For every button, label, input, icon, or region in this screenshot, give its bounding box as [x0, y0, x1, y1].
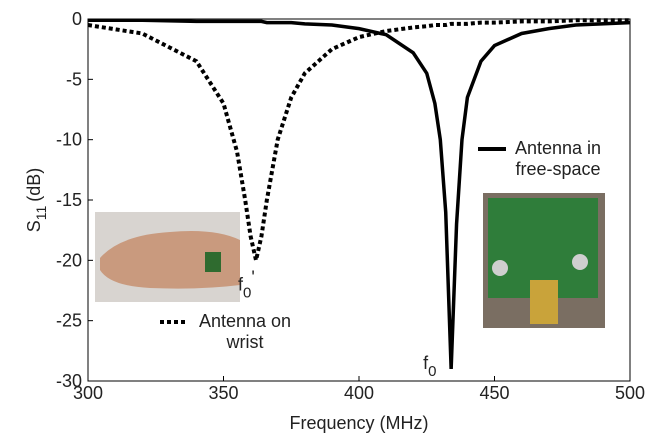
annotation: f0 [423, 353, 436, 380]
x-axis-label: Frequency (MHz) [289, 413, 428, 433]
annotation: f0' [238, 267, 255, 301]
y-tick-label: -30 [56, 371, 82, 391]
x-tick-label: 400 [344, 383, 374, 403]
legend-label: Antenna in free-space [514, 138, 602, 179]
y-tick-label: -10 [56, 130, 82, 150]
y-label-main: S [24, 220, 44, 232]
y-label-sub: 11 [33, 206, 49, 221]
y-tick-label: -25 [56, 311, 82, 331]
series-line [87, 18, 630, 261]
y-tick-label: -20 [56, 250, 82, 270]
annotation-prime: ' [251, 267, 254, 287]
legend-label: Antenna on wrist [198, 311, 292, 352]
y-label-unit: (dB) [24, 168, 44, 202]
x-tick-label: 300 [73, 383, 103, 403]
annotation-sub: 0 [428, 363, 436, 380]
annotation-text: f [423, 353, 429, 373]
series-line [88, 18, 631, 369]
y-axis-label: S11 (dB) [24, 168, 49, 233]
wrist-photo [95, 212, 240, 302]
x-tick-label: 350 [208, 383, 238, 403]
y-tick-label: 0 [72, 9, 82, 29]
annotation-sub: 0 [243, 284, 251, 301]
x-tick-label: 450 [479, 383, 509, 403]
y-tick-label: -15 [56, 190, 82, 210]
annotation-text: f [238, 274, 244, 294]
x-tick-label: 500 [615, 383, 645, 403]
board-photo [483, 193, 605, 328]
y-tick-label: -5 [66, 69, 82, 89]
